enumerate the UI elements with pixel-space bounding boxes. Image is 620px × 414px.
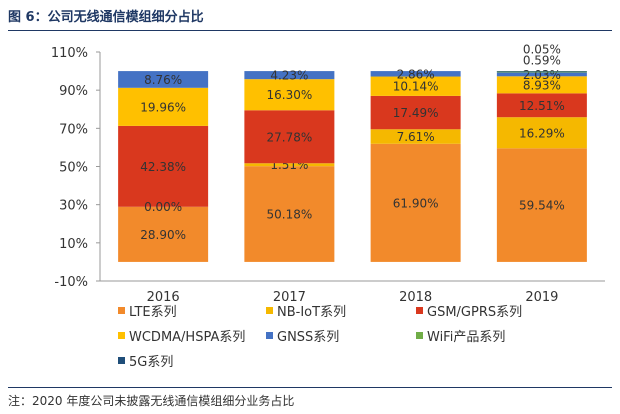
y-tick-label: 110%: [51, 46, 88, 61]
data-label: 2.03%: [523, 68, 561, 82]
bar-segment: [370, 143, 461, 262]
data-label: 8.93%: [523, 78, 561, 92]
y-tick-label: 90%: [59, 84, 88, 99]
legend-item: WiFi产品系列: [416, 325, 588, 345]
data-label: 0.59%: [523, 53, 561, 67]
title-rule: [8, 30, 612, 31]
bar-segment: [496, 93, 587, 118]
data-label: 59.54%: [519, 199, 565, 213]
data-label: 2.86%: [397, 67, 435, 81]
bar-segment: [370, 95, 461, 130]
data-label: 27.78%: [266, 130, 312, 144]
y-tick-label: 30%: [59, 199, 88, 214]
legend-swatch: [266, 306, 273, 314]
data-label: 0.05%: [523, 42, 561, 56]
data-label: 12.51%: [519, 99, 565, 113]
y-tick-label: 50%: [59, 161, 88, 176]
note-rule: [8, 387, 612, 388]
legend-swatch: [416, 331, 423, 339]
bar-segment: [118, 71, 209, 88]
bar-segment: [496, 71, 587, 72]
x-tick-label: 2018: [399, 290, 432, 305]
legend-label: 5G系列: [129, 354, 174, 370]
data-label: 61.90%: [393, 196, 439, 210]
legend-label: GNSS系列: [277, 329, 340, 345]
bar-segment: [496, 72, 587, 77]
bar-segment: [370, 71, 461, 77]
legend-swatch: [416, 306, 423, 314]
figure-title: 图 6：公司无线通信模组细分占比: [8, 10, 204, 25]
legend-swatch: [118, 331, 125, 339]
legend-label: LTE系列: [129, 304, 177, 320]
figure-note: 注：2020 年度公司未披露无线通信模组细分业务占比: [8, 394, 295, 408]
bar-segment: [118, 206, 209, 262]
legend-label: NB-IoT系列: [277, 304, 347, 320]
data-label: 17.49%: [393, 106, 439, 120]
data-label: 42.38%: [140, 160, 186, 174]
bar-segment: [118, 125, 209, 207]
data-label: 16.29%: [519, 126, 565, 140]
bar-segment: [496, 76, 587, 94]
x-tick-label: 2016: [147, 290, 180, 305]
data-label: 8.76%: [144, 73, 182, 87]
legend-label: WiFi产品系列: [427, 329, 506, 345]
data-label: 19.96%: [140, 100, 186, 114]
data-label: 0.00%: [144, 200, 182, 214]
x-tick-label: 2019: [525, 290, 558, 305]
bar-segment: [244, 110, 335, 164]
legend-swatch: [118, 306, 125, 314]
bar-segment: [118, 87, 209, 126]
bar-segment: [496, 148, 587, 262]
y-tick-label: -10%: [54, 275, 88, 290]
data-label: 10.14%: [393, 80, 439, 94]
legend-label: WCDMA/HSPA系列: [129, 329, 246, 345]
legend-swatch: [118, 356, 125, 364]
legend-item: GSM/GPRS系列: [416, 300, 588, 320]
y-tick-label: 70%: [59, 122, 88, 137]
legend-swatch: [266, 331, 273, 339]
bar-segment: [244, 71, 335, 80]
data-label: 16.30%: [266, 88, 312, 102]
legend-item: WCDMA/HSPA系列: [118, 325, 266, 345]
legend-item: GNSS系列: [266, 325, 416, 345]
legend-item: NB-IoT系列: [266, 300, 416, 320]
x-tick-label: 2017: [273, 290, 306, 305]
data-label: 28.90%: [140, 228, 186, 242]
data-label: 7.61%: [397, 130, 435, 144]
bar-segment: [370, 76, 461, 96]
bar-segment: [244, 166, 335, 262]
data-label: 50.18%: [266, 208, 312, 222]
legend-label: GSM/GPRS系列: [427, 304, 523, 320]
bar-segment: [370, 129, 461, 144]
bar-segment: [496, 117, 587, 149]
bar-segment: [244, 79, 335, 111]
bar-segment: [496, 71, 587, 73]
legend-item: LTE系列: [118, 300, 266, 320]
legend: LTE系列 NB-IoT系列 GSM/GPRS系列 WCDMA/HSPA系列 GNSS系…: [118, 300, 588, 375]
y-tick-label: 10%: [59, 237, 88, 252]
legend-item: 5G系列: [118, 350, 266, 370]
data-label: 4.23%: [270, 69, 308, 83]
bar-segment: [244, 163, 335, 167]
